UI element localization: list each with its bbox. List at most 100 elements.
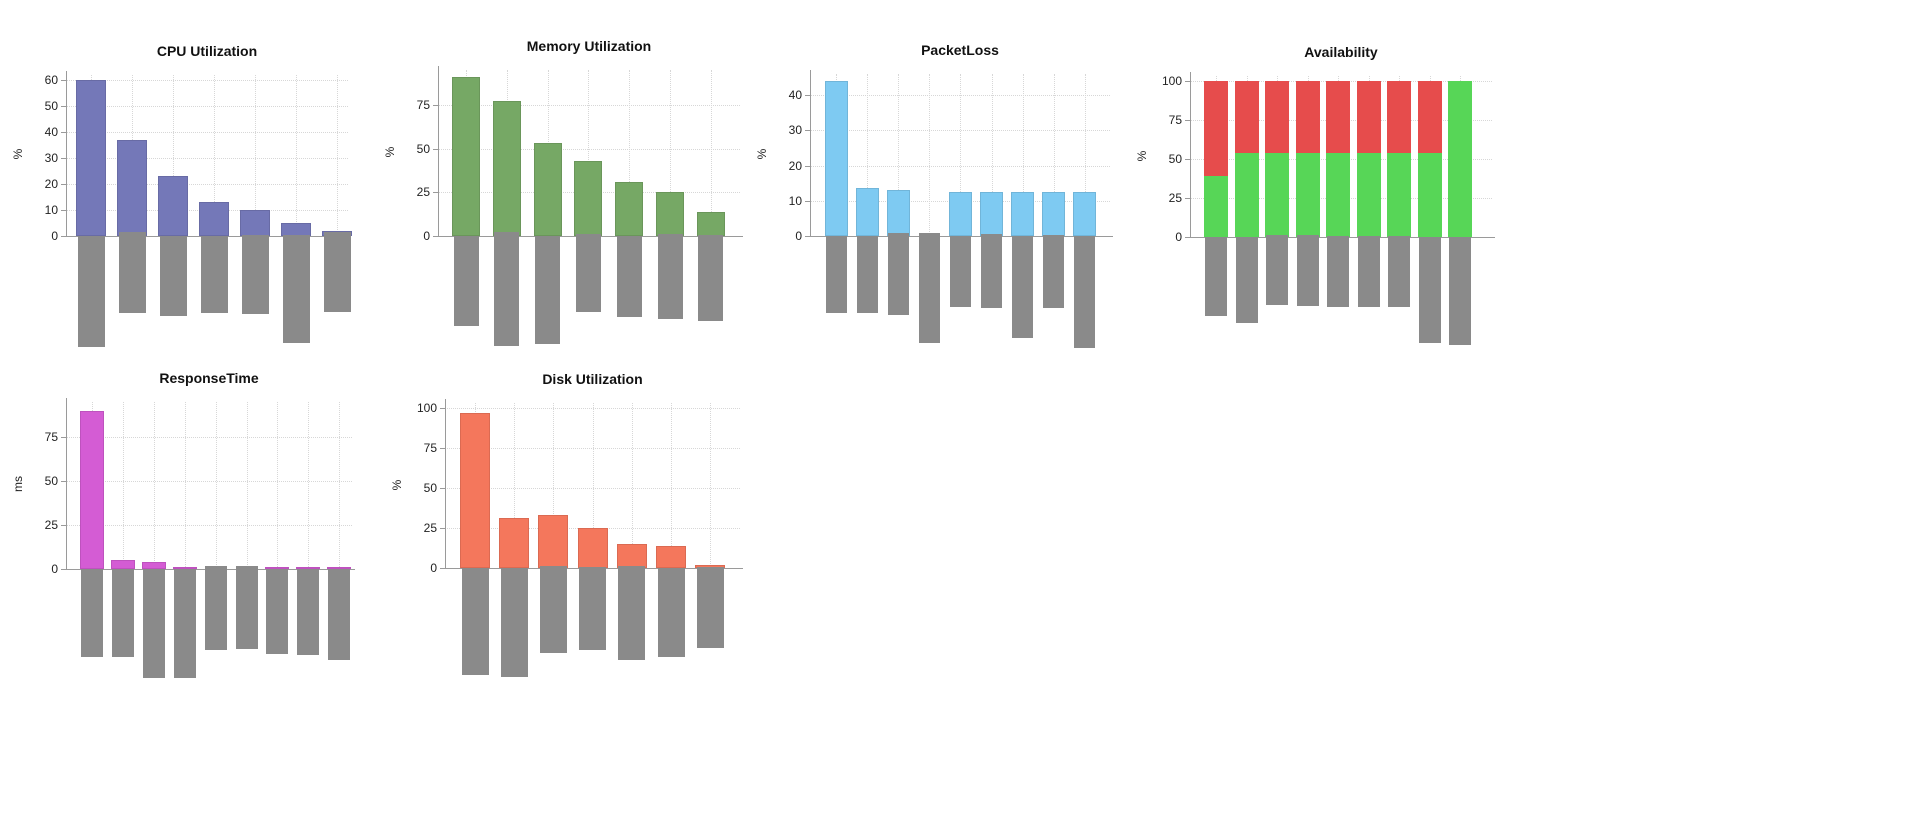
x-tick-label-block [616, 236, 642, 317]
gridline-h [66, 106, 348, 107]
x-tick-label-block [500, 568, 528, 677]
x-tick-label-block [618, 566, 646, 660]
bar-cpu-utilization [281, 223, 311, 236]
y-tick-mark [440, 488, 445, 489]
y-tick-label: 100 [416, 401, 437, 415]
gridline-v [631, 403, 633, 568]
chart-title-packetloss: PacketLoss [921, 42, 999, 59]
y-tick-mark [1185, 120, 1190, 121]
bar-segment-unavailable [1204, 81, 1228, 177]
gridline-v [588, 69, 590, 236]
x-tick-label-block [118, 232, 146, 313]
x-tick-label-block [825, 236, 847, 313]
y-tick-mark [1185, 81, 1190, 82]
y-axis-label-disk-utilization: % [390, 479, 404, 490]
y-tick-label: 25 [1168, 191, 1182, 205]
chart-title-responsetime: ResponseTime [159, 369, 259, 386]
gridline-v [173, 74, 174, 236]
gridline-v [710, 403, 712, 568]
x-tick-label-block [1418, 237, 1441, 343]
bar-responsetime [141, 561, 166, 569]
x-tick-label-block [657, 234, 683, 319]
gridline-h [810, 95, 1110, 97]
y-tick-mark [433, 192, 438, 194]
bar-packetloss [1073, 192, 1097, 236]
bar-memory-utilization [696, 211, 725, 236]
x-tick-label-block [77, 236, 105, 347]
bar-segment-available [1417, 152, 1442, 237]
bar-segment-unavailable [1265, 81, 1289, 153]
gridline-h [810, 165, 1110, 167]
gridline-v [514, 403, 516, 568]
x-tick-label-block [297, 569, 320, 655]
bar-disk-utilization [695, 564, 726, 568]
y-tick-mark [61, 184, 66, 185]
bar-packetloss [824, 81, 848, 236]
bar-segment-available [1234, 152, 1259, 237]
gridline-v [215, 401, 217, 569]
bar-packetloss [1011, 192, 1035, 236]
x-tick-label-block [856, 236, 878, 313]
y-axis-label-availability: % [1135, 150, 1149, 161]
y-axis-line-availability [1190, 72, 1191, 237]
bar-disk-utilization [656, 545, 686, 568]
gridline-v [337, 74, 338, 236]
bar-responsetime [265, 567, 290, 569]
y-axis-label-responsetime: ms [11, 476, 25, 493]
y-axis-line-cpu-utilization [66, 70, 67, 236]
y-tick-label: 50 [423, 481, 437, 495]
bar-cpu-utilization [117, 139, 147, 236]
y-tick-mark [440, 528, 445, 529]
gridline-v [670, 69, 671, 236]
gridline-v [553, 403, 555, 568]
chart-title-cpu-utilization: CPU Utilization [156, 42, 258, 59]
bar-disk-utilization [616, 544, 647, 568]
gridline-h [66, 525, 352, 526]
y-tick-label: 60 [44, 73, 58, 87]
y-axis-line-memory-utilization [438, 65, 439, 236]
y-tick-label: 100 [1161, 74, 1182, 88]
x-tick-label-block [1012, 236, 1034, 338]
y-tick-label: 50 [44, 474, 58, 488]
y-tick-mark [61, 437, 66, 438]
x-tick-label-block [200, 236, 228, 313]
gridline-v [960, 74, 962, 236]
gridline-h [66, 158, 348, 159]
gridline-v [592, 403, 594, 568]
bar-packetloss [948, 192, 972, 236]
bar-segment-available [1326, 152, 1350, 237]
y-axis-line-disk-utilization [445, 399, 446, 568]
y-tick-mark [61, 158, 66, 159]
x-tick-label-block [579, 567, 607, 650]
y-tick-label: 50 [416, 141, 430, 156]
gridline-h [810, 130, 1110, 132]
x-tick-label-block [1296, 235, 1319, 306]
bar-disk-utilization [577, 528, 608, 568]
y-tick-label: 25 [416, 185, 430, 200]
bar-memory-utilization [533, 143, 562, 236]
y-tick-label: 10 [788, 193, 802, 208]
bar-segment-available [1387, 152, 1411, 237]
x-tick-label-block [696, 567, 724, 648]
bar-segment-available [1295, 152, 1320, 237]
y-tick-label: 75 [423, 441, 437, 455]
bar-segment-available [1356, 152, 1381, 237]
y-tick-label: 0 [1175, 230, 1182, 244]
gridline-h [445, 448, 740, 449]
gridline-v [122, 401, 124, 569]
y-tick-label: 30 [44, 151, 58, 165]
bar-segment-available [1265, 152, 1289, 237]
gridline-h [445, 408, 740, 409]
y-axis-label-cpu-utilization: % [11, 149, 25, 160]
bar-segment-unavailable [1417, 81, 1442, 153]
x-tick-label-block [235, 566, 258, 649]
bar-segment-unavailable [1356, 81, 1381, 153]
x-tick-label-block [266, 569, 289, 654]
x-tick-label-block [323, 232, 351, 312]
y-tick-label: 0 [51, 562, 58, 576]
bar-segment-unavailable [1234, 81, 1259, 153]
bar-packetloss [1042, 192, 1066, 236]
y-tick-mark [61, 525, 66, 526]
y-tick-label: 0 [423, 229, 430, 243]
